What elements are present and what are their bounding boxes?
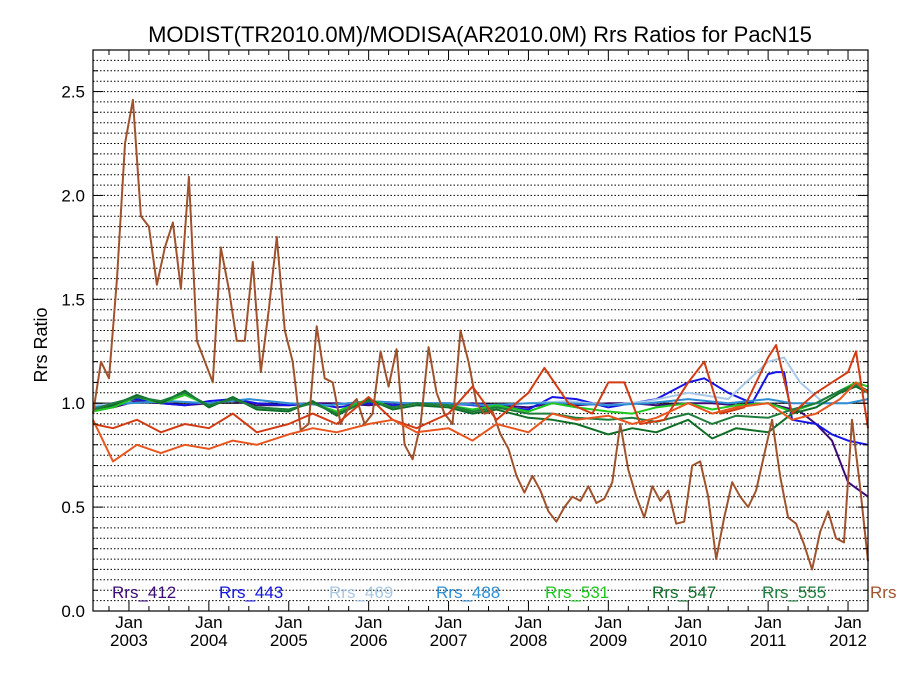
legend-item: Rrs_488 xyxy=(436,583,500,602)
series-line xyxy=(92,381,869,463)
y-tick-label: 0.5 xyxy=(61,498,85,517)
x-tick-month: Jan xyxy=(275,613,302,632)
x-tick-year: 2006 xyxy=(350,631,388,650)
series-line xyxy=(92,98,869,571)
legend-item: Rrs_469 xyxy=(329,583,393,602)
x-tick-month: Jan xyxy=(195,613,222,632)
x-tick-month: Jan xyxy=(515,613,542,632)
y-tick-label: 1.5 xyxy=(61,290,85,309)
y-tick-label: 2.0 xyxy=(61,186,85,205)
chart-title: MODIST(TR2010.0M)/MODISA(AR2010.0M) Rrs … xyxy=(148,22,812,47)
x-tick-year: 2011 xyxy=(750,631,787,650)
plot-border xyxy=(92,49,869,612)
x-tick-month: Jan xyxy=(115,613,142,632)
legend-item: Rrs xyxy=(870,583,896,602)
x-tick-month: Jan xyxy=(754,613,781,632)
y-tick-label: 0.0 xyxy=(61,602,85,621)
legend-item: Rrs_547 xyxy=(652,583,716,602)
y-axis-label: Rrs Ratio xyxy=(31,307,51,382)
x-tick-year: 2004 xyxy=(190,631,228,650)
series-line xyxy=(92,344,869,434)
legend: Rrs_412 Rrs_443 Rrs_469 Rrs_488 Rrs_531 Rrs_5… xyxy=(112,583,896,602)
legend-item: Rrs_412 xyxy=(112,583,176,602)
x-tick-year: 2007 xyxy=(430,631,468,650)
x-tick-month: Jan xyxy=(595,613,622,632)
legend-item: Rrs_443 xyxy=(219,583,283,602)
x-tick-year: 2010 xyxy=(669,631,707,650)
x-tick-month: Jan xyxy=(355,613,382,632)
plot-frame xyxy=(92,49,869,612)
gridlines xyxy=(93,59,868,602)
y-tick-label: 2.5 xyxy=(61,83,85,102)
x-tick-month: Jan xyxy=(435,613,462,632)
x-tick-year: 2005 xyxy=(270,631,308,650)
series-line xyxy=(92,385,869,440)
x-tick-month: Jan xyxy=(834,613,861,632)
x-tick-month: Jan xyxy=(675,613,702,632)
x-tick-year: 2009 xyxy=(589,631,627,650)
x-tick-year: 2008 xyxy=(510,631,548,650)
series-lines xyxy=(92,98,869,571)
y-tick-label: 1.0 xyxy=(61,394,85,413)
x-axis-ticks: Jan2003Jan2004Jan2005Jan2006Jan2007Jan20… xyxy=(108,50,867,650)
x-tick-year: 2012 xyxy=(829,631,867,650)
series-line xyxy=(92,383,869,425)
legend-item: Rrs_555 xyxy=(762,583,826,602)
legend-item: Rrs_531 xyxy=(545,583,609,602)
y-axis-ticks: 0.0 0.5 1.0 1.5 2.0 2.5 xyxy=(61,70,868,621)
x-tick-year: 2003 xyxy=(110,631,148,650)
